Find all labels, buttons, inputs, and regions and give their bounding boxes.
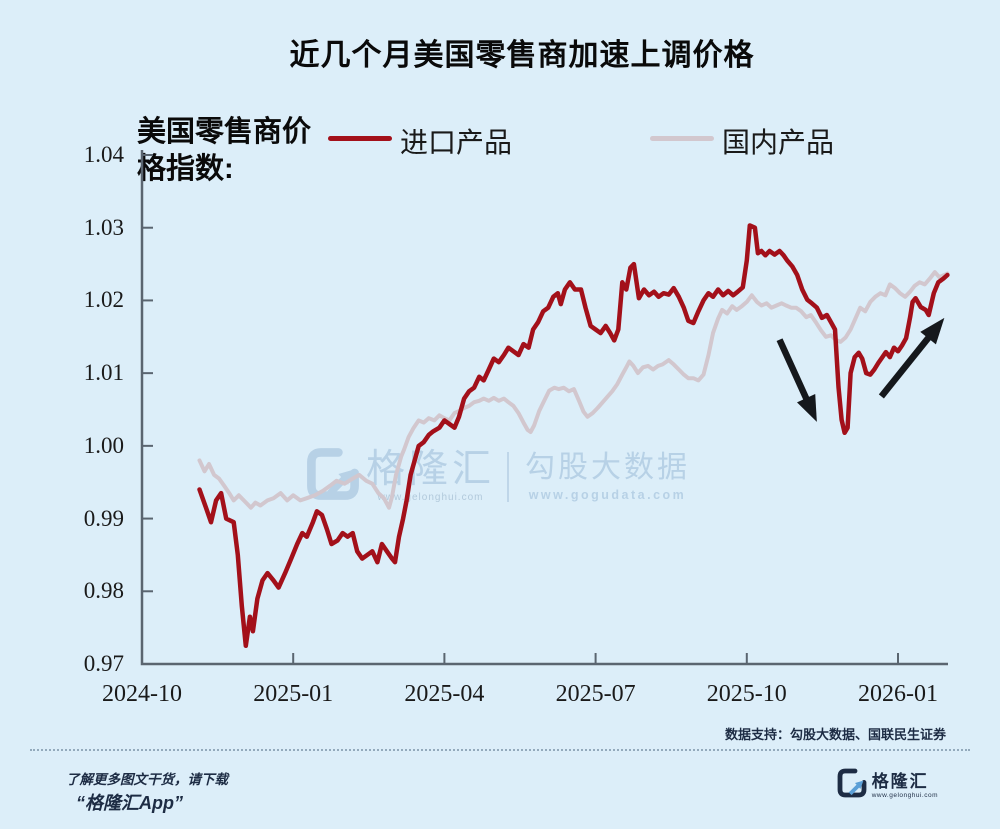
y-tick-label: 0.98 xyxy=(83,578,124,604)
legend-axis-label: 美国零售商价 格指数: xyxy=(137,114,311,188)
gelonghui-logo-url: www.gelonghui.com xyxy=(871,791,938,799)
legend-domestic-line-swatch xyxy=(650,136,714,141)
watermark-product-url: www.gogudata.com xyxy=(528,487,687,502)
gelonghui-logo-text: 格隆汇 xyxy=(871,771,929,791)
watermark: 格隆汇 www.gelonghui.com 勾股大数据 www.gogudata… xyxy=(306,447,690,506)
x-tick-label: 2025-10 xyxy=(706,681,787,707)
app-promo-line1: 了解更多图文干货，请下载 xyxy=(66,772,228,787)
gelonghui-logo: 格隆汇 www.gelonghui.com xyxy=(837,768,938,803)
y-tick-label: 1.00 xyxy=(83,432,124,458)
app-promo-line2: “格隆汇App” xyxy=(76,793,183,813)
x-axis-labels: 2024-10 2025-01 2025-04 2025-07 2025-10 2026-… xyxy=(0,681,1000,717)
x-tick-label: 2026-01 xyxy=(858,681,938,707)
y-tick-label: 1.04 xyxy=(83,142,124,167)
x-tick-label: 2024-10 xyxy=(102,681,182,707)
y-tick-label: 0.99 xyxy=(83,505,124,531)
watermark-divider xyxy=(507,451,510,502)
legend-axis-label-line2: 格指数: xyxy=(137,153,234,185)
legend-imported-line-swatch xyxy=(328,136,392,141)
data-support-note: 数据支持：勾股大数据、国联民生证券 xyxy=(724,727,946,742)
footer-divider xyxy=(30,749,970,751)
y-tick-label: 1.03 xyxy=(83,214,124,240)
y-axis-labels: 0.97 0.98 0.99 1.00 1.01 1.02 1.03 1.04 xyxy=(0,0,124,829)
x-tick-label: 2025-01 xyxy=(253,681,334,707)
legend-domestic-label: 国内产品 xyxy=(722,128,835,159)
x-tick-label: 2025-07 xyxy=(555,681,636,707)
legend-axis-label-line1: 美国零售商价 xyxy=(137,116,312,148)
y-tick-label: 1.01 xyxy=(83,360,124,386)
page-title: 近几个月美国零售商加速上调价格 xyxy=(289,39,755,72)
y-tick-label: 1.02 xyxy=(83,287,124,313)
gelonghui-logo-icon xyxy=(837,768,867,803)
watermark-brand-url: www.gelonghui.com xyxy=(377,492,484,503)
y-tick-label: 0.97 xyxy=(83,651,124,676)
gelonghui-watermark-logo-icon xyxy=(306,447,360,506)
legend-imported-label: 进口产品 xyxy=(400,128,513,159)
watermark-product: 勾股大数据 xyxy=(525,450,691,484)
watermark-brand: 格隆汇 xyxy=(366,448,496,491)
x-tick-label: 2025-04 xyxy=(404,681,485,707)
